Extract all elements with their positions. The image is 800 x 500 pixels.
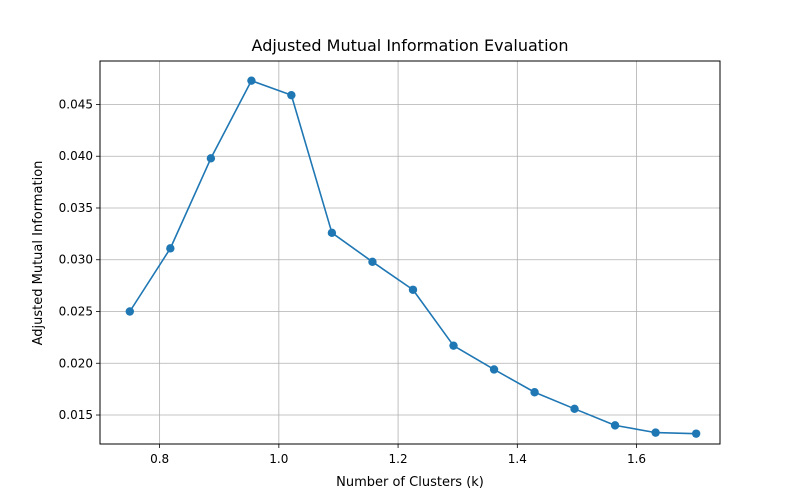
y-axis-label: Adjusted Mutual Information	[31, 161, 46, 346]
data-point-marker	[287, 90, 296, 100]
y-tick-label: 0.040	[59, 149, 93, 163]
x-tick-label: 1.0	[269, 452, 288, 466]
x-axis-label: Number of Clusters (k)	[336, 475, 484, 490]
y-tick-label: 0.035	[59, 201, 93, 215]
data-point-marker	[247, 76, 256, 85]
plot-background	[100, 61, 720, 444]
data-point-marker	[530, 388, 539, 397]
x-tick-label: 1.4	[508, 452, 527, 466]
x-axis-ticks: 0.8 1.0 1.2 1.4 1.6	[150, 444, 646, 466]
data-point-marker	[206, 154, 216, 163]
chart-title: Adjusted Mutual Information Evaluation	[252, 36, 569, 55]
data-point-marker	[489, 365, 499, 374]
data-point-marker	[368, 257, 377, 267]
data-point-marker	[449, 341, 458, 350]
data-point-marker	[651, 428, 660, 437]
data-point-marker	[408, 285, 418, 294]
data-point-marker	[327, 228, 337, 238]
data-point-marker	[570, 404, 579, 414]
y-axis-ticks: 0.015 0.020 0.025 0.030 0.035 0.040 0.045	[59, 97, 100, 422]
x-tick-label: 0.8	[150, 452, 169, 466]
data-point-marker	[691, 429, 701, 438]
data-point-marker	[610, 421, 620, 430]
y-tick-label: 0.030	[59, 253, 93, 267]
x-tick-label: 1.6	[627, 452, 646, 466]
y-tick-label: 0.045	[59, 97, 93, 111]
x-tick-label: 1.2	[389, 452, 408, 466]
data-point-marker	[125, 307, 135, 316]
series-line	[125, 76, 701, 438]
y-tick-label: 0.015	[59, 408, 93, 422]
y-tick-label: 0.020	[59, 356, 93, 370]
plot-area	[99, 60, 721, 445]
data-point-marker	[166, 244, 175, 253]
grid-lines	[100, 61, 720, 444]
y-tick-label: 0.025	[59, 305, 93, 319]
plot-frame	[99, 60, 721, 445]
